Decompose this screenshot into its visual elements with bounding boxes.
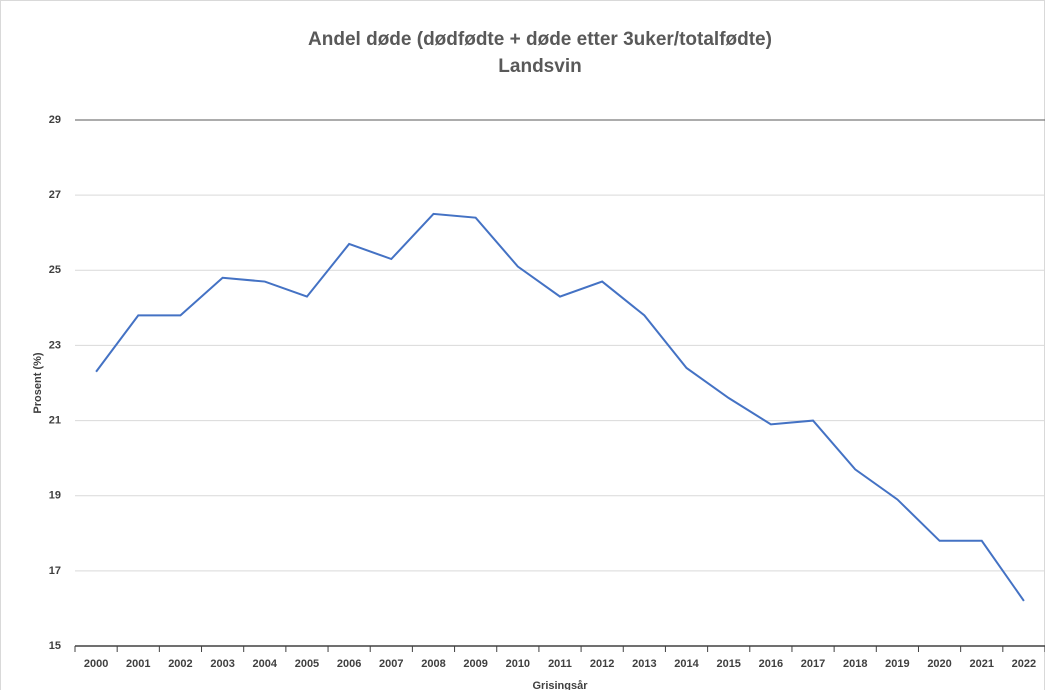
y-tick-label: 21	[49, 414, 61, 426]
x-tick-label: 2010	[506, 658, 530, 670]
y-tick-label: 15	[49, 640, 61, 652]
data-line	[95, 212, 1025, 602]
x-tick-label: 2008	[421, 658, 445, 670]
y-tick-label: 17	[49, 565, 61, 577]
x-tick-label: 2012	[590, 658, 614, 670]
x-tick-label: 2002	[168, 658, 192, 670]
x-tick-label: 2005	[295, 658, 319, 670]
x-tick-label: 2019	[885, 658, 909, 670]
y-axis-label: Prosent (%)	[32, 352, 44, 413]
y-tick-label: 23	[49, 339, 61, 351]
x-tick-label: 2011	[548, 658, 572, 670]
chart-title: Andel døde (dødfødte + døde etter 3uker/…	[308, 29, 772, 50]
y-tick-label: 27	[49, 189, 61, 201]
x-tick-label: 2007	[379, 658, 403, 670]
x-tick-label: 2006	[337, 658, 361, 670]
x-tick-label: 2014	[674, 658, 699, 670]
y-tick-label: 29	[49, 114, 61, 126]
x-tick-label: 2018	[843, 658, 867, 670]
y-tick-label: 19	[49, 490, 61, 502]
x-tick-label: 2017	[801, 658, 825, 670]
x-tick-label: 2021	[969, 658, 993, 670]
x-tick-label: 2022	[1012, 658, 1036, 670]
x-tick-label: 2003	[210, 658, 234, 670]
x-axis-label: Grisingsår	[532, 680, 588, 690]
x-tick-label: 2013	[632, 658, 656, 670]
x-tick-label: 2015	[716, 658, 740, 670]
x-tick-label: 2004	[253, 658, 278, 670]
chart-subtitle: Landsvin	[498, 56, 581, 77]
x-tick-label: 2000	[84, 658, 108, 670]
x-tick-label: 2016	[759, 658, 783, 670]
x-tick-label: 2001	[126, 658, 150, 670]
x-tick-label: 2020	[927, 658, 951, 670]
y-tick-label: 25	[49, 264, 61, 276]
x-tick-label: 2009	[463, 658, 487, 670]
